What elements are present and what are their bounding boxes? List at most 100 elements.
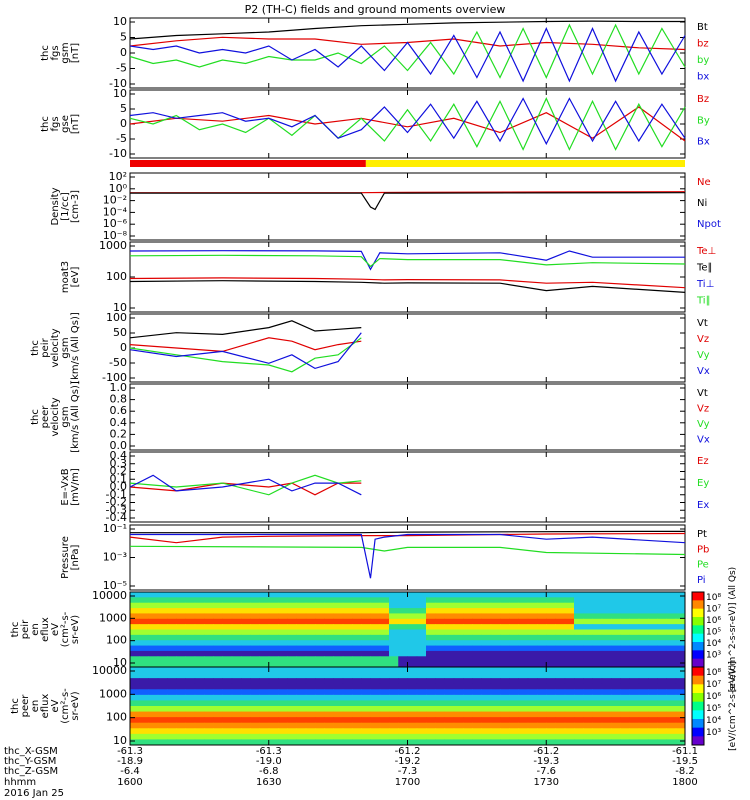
series-Vz bbox=[129, 337, 362, 353]
spectrogram-cell bbox=[148, 618, 159, 625]
spectrogram-cell bbox=[527, 624, 538, 630]
spectrogram-cell bbox=[305, 739, 316, 746]
spectrogram-cell bbox=[305, 661, 316, 668]
spectrogram-cell bbox=[611, 667, 621, 674]
y-axis-label: eflux bbox=[40, 617, 51, 642]
colorbar-tick: 10⁴ bbox=[706, 639, 721, 649]
spectrogram-cell bbox=[139, 624, 149, 630]
y-axis-label: (cm²-s- bbox=[60, 688, 71, 724]
spectrogram-cell bbox=[185, 629, 196, 636]
spectrogram-cell bbox=[666, 661, 677, 668]
spectrogram-cell bbox=[305, 728, 316, 735]
spectrogram-cell bbox=[241, 661, 251, 668]
legend-label: Pi bbox=[697, 575, 706, 586]
spectrogram-cell bbox=[620, 733, 630, 740]
spectrogram-cell bbox=[148, 728, 159, 735]
spectrogram-cell bbox=[305, 650, 316, 657]
spectrogram-cell bbox=[416, 700, 427, 707]
spectrogram-cell bbox=[601, 722, 612, 729]
spectrogram-cell bbox=[537, 683, 547, 690]
legend-label: Vt bbox=[697, 318, 708, 329]
spectrogram-cell bbox=[620, 689, 630, 696]
spectrogram-cell bbox=[472, 717, 482, 724]
spectrogram-cell bbox=[537, 700, 547, 707]
spectrogram-cell bbox=[463, 650, 473, 657]
spectrogram-cell bbox=[666, 667, 677, 674]
spectrogram-cell bbox=[620, 656, 630, 663]
spectrogram-cell bbox=[601, 661, 612, 668]
spectrogram-cell bbox=[194, 597, 205, 604]
spectrogram-cell bbox=[389, 689, 399, 696]
spectrogram-cell bbox=[509, 592, 519, 598]
spectrogram-cell bbox=[435, 722, 445, 729]
spectrogram-cell bbox=[601, 597, 612, 604]
y-tick-label: -50 bbox=[109, 356, 127, 369]
spectrogram-cell bbox=[601, 728, 612, 735]
spectrogram-cell bbox=[222, 608, 233, 614]
spectrogram-cell bbox=[629, 592, 640, 598]
spectrogram-cell bbox=[675, 717, 686, 724]
spectrogram-cell bbox=[342, 624, 353, 630]
spectrogram-cell bbox=[167, 672, 177, 679]
spectrogram-cell bbox=[148, 624, 159, 630]
spectrogram-cell bbox=[130, 722, 140, 729]
spectrogram-cell bbox=[278, 597, 288, 604]
spectrogram-cell bbox=[194, 645, 205, 652]
spectrogram-cell bbox=[389, 645, 399, 652]
spectrogram-cell bbox=[333, 689, 344, 696]
spectrogram-cell bbox=[601, 694, 612, 701]
spectrogram-cell bbox=[352, 667, 362, 674]
spectrogram-cell bbox=[444, 597, 455, 604]
spectrogram-cell bbox=[500, 739, 510, 746]
spectrogram-cell bbox=[416, 728, 427, 735]
colorbar-swatch bbox=[692, 633, 704, 643]
y-axis-label: thc bbox=[30, 340, 41, 356]
spectrogram-cell bbox=[315, 689, 325, 696]
spectrogram-cell bbox=[296, 728, 307, 735]
spectrogram-cell bbox=[222, 629, 233, 636]
spectrogram-cell bbox=[324, 592, 334, 598]
spectrogram-cell bbox=[185, 683, 196, 690]
spectrogram-cell bbox=[537, 728, 547, 735]
spectrogram-cell bbox=[675, 618, 686, 625]
spectrogram-cell bbox=[648, 656, 658, 663]
spectrogram-cell bbox=[481, 722, 492, 729]
spectrogram-cell bbox=[379, 717, 390, 724]
spectrogram-cell bbox=[463, 733, 473, 740]
spectrogram-cell bbox=[555, 722, 566, 729]
spectrogram-cell bbox=[481, 728, 492, 735]
spectrogram-cell bbox=[509, 722, 519, 729]
series-Pi bbox=[130, 533, 686, 579]
spectrogram-cell bbox=[342, 739, 353, 746]
spectrogram-cell bbox=[592, 592, 603, 598]
spectrogram-cell bbox=[213, 634, 223, 641]
x-axis-value: -61.2 bbox=[533, 746, 559, 757]
spectrogram-cell bbox=[167, 656, 177, 663]
spectrogram-cell bbox=[259, 739, 270, 746]
spectrogram-cell bbox=[472, 602, 482, 609]
spectrogram-cell bbox=[370, 739, 381, 746]
spectrogram-cell bbox=[527, 706, 538, 713]
spectrogram-cell bbox=[130, 706, 140, 713]
spectrogram-cell bbox=[342, 717, 353, 724]
spectrogram-cell bbox=[268, 613, 279, 620]
spectrogram-cell bbox=[241, 640, 251, 647]
spectrogram-cell bbox=[379, 700, 390, 707]
spectrogram-cell bbox=[629, 667, 640, 674]
spectrogram-cell bbox=[278, 711, 288, 718]
spectrogram-cell bbox=[657, 645, 667, 652]
spectrogram-cell bbox=[268, 608, 279, 614]
spectrogram-cell bbox=[352, 661, 362, 668]
spectrogram-cell bbox=[250, 717, 260, 724]
spectrogram-cell bbox=[324, 683, 334, 690]
spectrogram-cell bbox=[472, 634, 482, 641]
spectrogram-cell bbox=[296, 678, 307, 685]
spectrogram-cell bbox=[278, 613, 288, 620]
legend-label: Ez bbox=[697, 456, 709, 467]
spectrogram-cell bbox=[250, 722, 260, 729]
spectrogram-cell bbox=[139, 694, 149, 701]
spectrogram-cell bbox=[241, 700, 251, 707]
spectrogram-cell bbox=[139, 597, 149, 604]
spectrogram-cell bbox=[416, 689, 427, 696]
spectrogram-cell bbox=[130, 667, 140, 674]
